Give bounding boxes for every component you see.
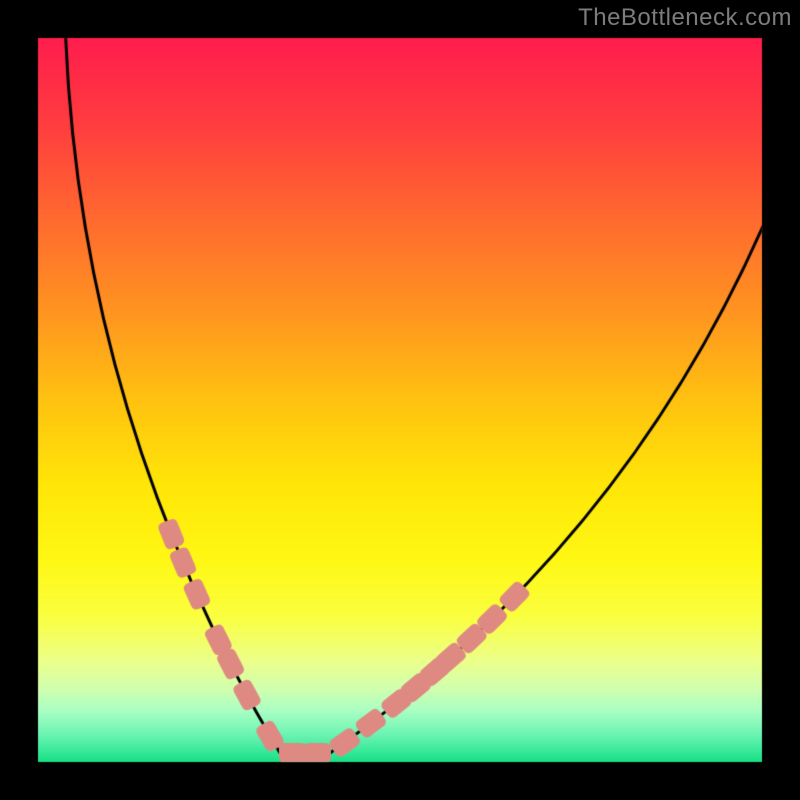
chart-stage: TheBottleneck.com bbox=[0, 0, 800, 800]
watermark-text: TheBottleneck.com bbox=[578, 4, 792, 32]
v-curve-chart bbox=[0, 0, 800, 800]
